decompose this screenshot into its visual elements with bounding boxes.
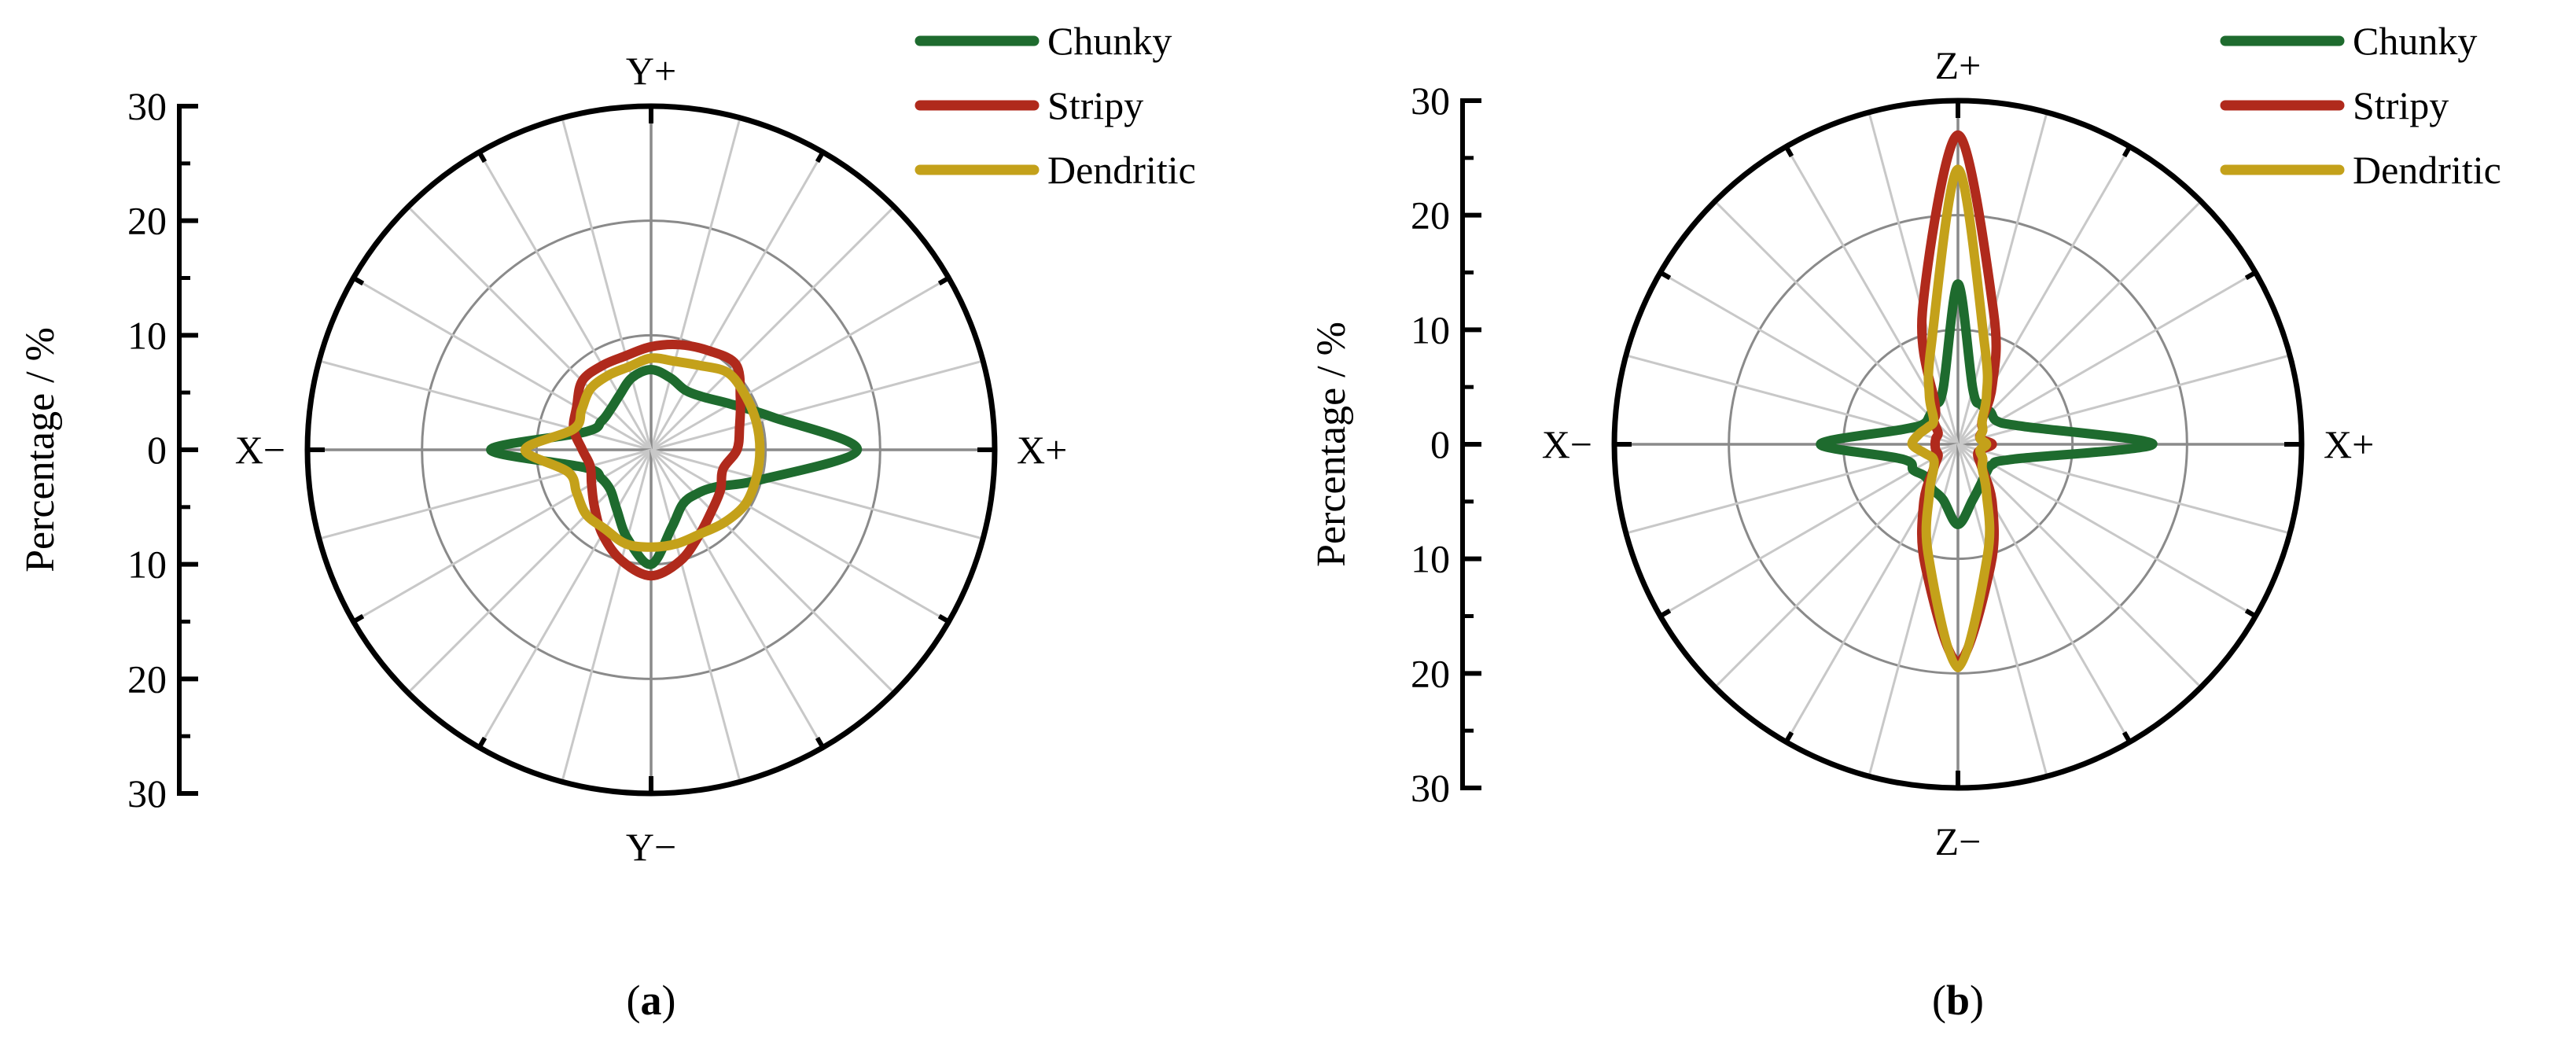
- outer-tick: [477, 151, 488, 164]
- axis-tick-label: 30: [1411, 79, 1450, 123]
- axis-tick-label: 30: [127, 84, 167, 128]
- panel-caption: (b): [1932, 977, 1984, 1024]
- spoke-line: [1957, 354, 2291, 446]
- spoke-line: [650, 277, 950, 451]
- spoke-line: [1956, 200, 2202, 446]
- axis-tick-label: 10: [1411, 307, 1450, 352]
- spoke-line: [1957, 271, 2257, 446]
- outer-tick: [1783, 145, 1794, 158]
- spoke-line: [318, 359, 652, 451]
- spoke-line: [650, 151, 824, 451]
- spoke-line: [407, 448, 653, 694]
- axis-tick-label: 20: [1411, 651, 1450, 695]
- spoke-line: [561, 117, 653, 451]
- legend-label-dendritic: Dendritic: [1047, 148, 1196, 192]
- outer-tick: [1783, 731, 1794, 743]
- legend-label-dendritic: Dendritic: [2353, 148, 2501, 192]
- axis-tick-label: 0: [147, 428, 167, 472]
- spoke-line: [650, 205, 896, 451]
- direction-label-top: Z+: [1935, 43, 1982, 87]
- direction-label-bottom: Z−: [1935, 819, 1982, 863]
- spoke-line: [407, 205, 653, 451]
- spoke-line: [1713, 200, 1960, 446]
- outer-tick: [2122, 145, 2133, 158]
- legend-label-chunky: Chunky: [2353, 19, 2477, 63]
- y-axis-title: Percentage / %: [1309, 322, 1354, 567]
- spoke-line: [1659, 443, 1959, 617]
- legend-label-stripy: Stripy: [1047, 83, 1143, 127]
- outer-tick: [477, 736, 488, 749]
- axis-tick-label: 20: [127, 657, 167, 701]
- spoke-line: [650, 449, 742, 782]
- y-axis-title: Percentage / %: [18, 327, 63, 572]
- axis-tick-label: 0: [1430, 422, 1450, 466]
- outer-tick: [815, 151, 826, 164]
- spoke-line: [650, 448, 896, 694]
- spoke-line: [650, 448, 984, 540]
- outer-tick: [352, 275, 365, 286]
- legend-label-chunky: Chunky: [1047, 19, 1172, 63]
- direction-label-left: X−: [235, 428, 285, 472]
- outer-tick: [2244, 270, 2257, 281]
- series-line-chunky: [486, 365, 863, 569]
- spoke-line: [650, 449, 824, 749]
- outer-tick: [352, 613, 365, 624]
- direction-label-right: X+: [1017, 428, 1067, 472]
- axis-tick-label: 10: [1411, 537, 1450, 581]
- direction-label-bottom: Y−: [626, 825, 676, 869]
- outer-tick: [937, 613, 950, 624]
- axis-tick-label: 10: [127, 313, 167, 357]
- axis-tick-label: 30: [127, 771, 167, 815]
- spoke-line: [561, 449, 653, 782]
- axis-tick-label: 10: [127, 543, 167, 587]
- spoke-line: [1957, 443, 2257, 617]
- spoke-line: [1713, 443, 1960, 689]
- series-line-dendritic: [1907, 164, 1995, 672]
- axis-tick-label: 20: [127, 199, 167, 243]
- outer-tick: [2244, 608, 2257, 619]
- spoke-line: [1956, 443, 2202, 689]
- spoke-line: [650, 117, 742, 451]
- outer-tick: [2122, 731, 2133, 743]
- direction-label-left: X−: [1542, 422, 1592, 466]
- outer-tick: [815, 736, 826, 749]
- outer-tick: [937, 275, 950, 286]
- spoke-line: [650, 448, 950, 623]
- panel-a: 30 20 10 0 10 20 30 Percentage / % Y+ Y− X− X+ Chunk…: [18, 19, 1196, 1024]
- axis-tick-label: 30: [1411, 766, 1450, 810]
- outer-tick: [1659, 270, 1672, 281]
- direction-label-right: X+: [2324, 422, 2374, 466]
- legend-label-stripy: Stripy: [2353, 83, 2449, 127]
- spoke-line: [478, 449, 653, 749]
- direction-label-top: Y+: [626, 49, 676, 93]
- panel-caption: (a): [627, 977, 676, 1024]
- spoke-line: [478, 151, 653, 451]
- panel-b: 30 20 10 0 10 20 30 Percentage / % Z+ Z− X− X+ Chunk…: [1309, 19, 2501, 1024]
- series-line-dendritic: [520, 353, 765, 552]
- axis-tick-label: 20: [1411, 193, 1450, 237]
- spoke-line: [318, 448, 652, 540]
- spoke-line: [650, 359, 984, 451]
- outer-tick: [1659, 608, 1672, 619]
- spoke-line: [1659, 271, 1959, 446]
